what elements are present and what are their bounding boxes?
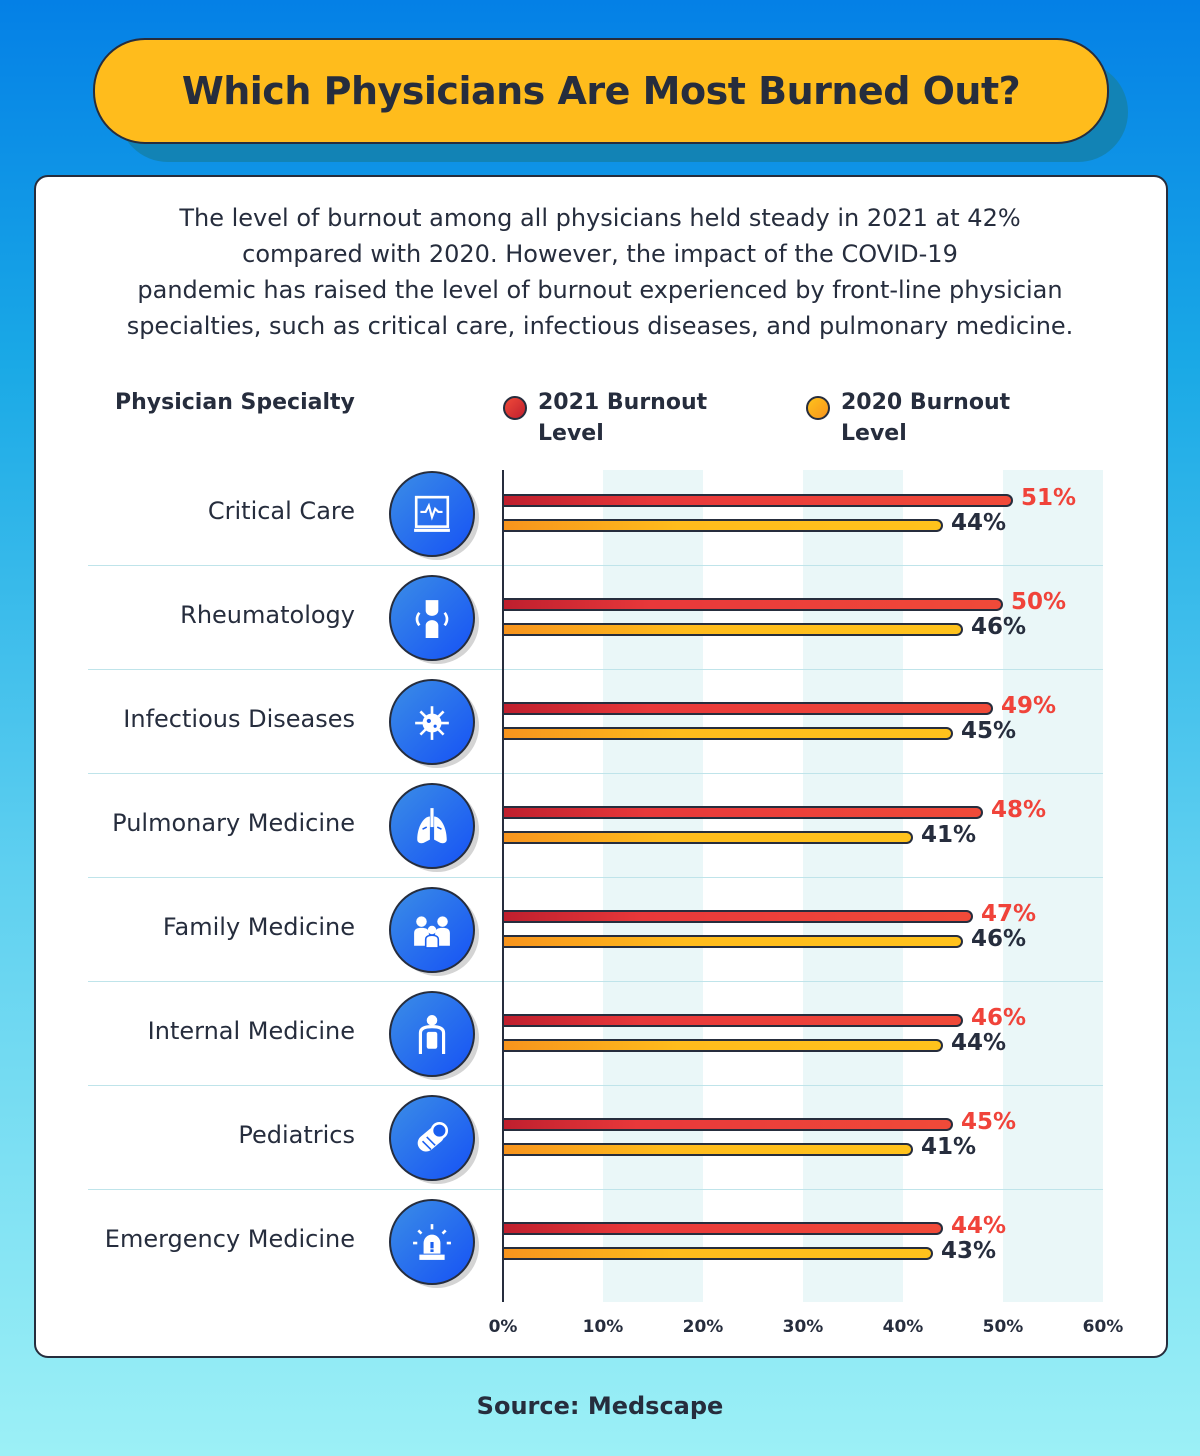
- value-label-2020: 44%: [951, 510, 1007, 536]
- baby-icon: [417, 1121, 449, 1152]
- description-line: specialties, such as critical care, infe…: [126, 312, 1074, 340]
- description-line: pandemic has raised the level of burnout…: [137, 276, 1063, 304]
- bar-2020: [503, 1039, 943, 1052]
- category-icon-badge: [389, 991, 475, 1077]
- legend-swatch-2020: [806, 396, 830, 420]
- description: The level of burnout among all physician…: [40, 200, 1160, 344]
- bar-2020: [503, 623, 963, 636]
- category-icon-badge: [389, 1199, 475, 1285]
- x-tick-label: 50%: [982, 1317, 1024, 1337]
- x-tick-label: 60%: [1082, 1317, 1124, 1337]
- legend-label-2021: 2021 Burnout Level: [538, 387, 707, 449]
- value-label-2021: 48%: [991, 797, 1047, 823]
- lungs-icon: [417, 808, 447, 844]
- category-label: Family Medicine: [162, 913, 355, 941]
- row-divider: [88, 565, 1103, 566]
- category-label: Rheumatology: [180, 601, 355, 629]
- row-divider: [88, 773, 1103, 774]
- value-label-2021: 45%: [961, 1109, 1017, 1135]
- category-icon-badge: [389, 471, 475, 557]
- grid-band: [603, 470, 703, 1302]
- row-divider: [88, 877, 1103, 878]
- category-icon-badge: [389, 575, 475, 661]
- virus-icon: [415, 706, 449, 740]
- description-line: The level of burnout among all physician…: [179, 204, 1021, 232]
- x-tick-label: 30%: [782, 1317, 824, 1337]
- bar-2021: [503, 1222, 943, 1235]
- bar-2021: [503, 702, 993, 715]
- value-label-2020: 41%: [921, 1134, 977, 1160]
- grid-band: [803, 470, 903, 1302]
- value-label-2020: 41%: [921, 822, 977, 848]
- legend-label-2020: 2020 Burnout Level: [841, 387, 1010, 449]
- internal-organs-icon: [418, 1015, 446, 1054]
- knee-joint-icon: [415, 600, 449, 638]
- bar-2021: [503, 1118, 953, 1131]
- category-label: Pulmonary Medicine: [112, 809, 355, 837]
- category-label: Infectious Diseases: [123, 705, 355, 733]
- category-header: Physician Specialty: [115, 390, 355, 415]
- value-label-2021: 51%: [1021, 485, 1077, 511]
- category-icon-badge: [389, 1095, 475, 1181]
- value-label-2020: 45%: [961, 718, 1017, 744]
- bar-2020: [503, 519, 943, 532]
- page-title: Which Physicians Are Most Burned Out?: [93, 38, 1109, 144]
- bar-2020: [503, 831, 913, 844]
- bar-2021: [503, 494, 1013, 507]
- category-icon-badge: [389, 783, 475, 869]
- y-axis-line: [502, 470, 504, 1302]
- category-label: Critical Care: [207, 497, 355, 525]
- value-label-2020: 46%: [971, 926, 1027, 952]
- bar-2021: [503, 598, 1003, 611]
- category-icon-badge: [389, 679, 475, 765]
- value-label-2021: 47%: [981, 901, 1037, 927]
- x-tick-label: 40%: [882, 1317, 924, 1337]
- row-divider: [88, 669, 1103, 670]
- value-label-2020: 43%: [941, 1238, 997, 1264]
- bar-2020: [503, 1143, 913, 1156]
- x-tick-label: 0%: [488, 1317, 518, 1337]
- legend-text: 2020 Burnout: [841, 390, 1011, 415]
- legend-swatch-2021: [503, 396, 527, 420]
- value-label-2021: 46%: [971, 1005, 1027, 1031]
- heart-monitor-icon: [414, 495, 450, 532]
- legend-text: Level: [538, 421, 604, 446]
- category-label: Emergency Medicine: [104, 1225, 355, 1253]
- bar-2020: [503, 727, 953, 740]
- row-divider: [88, 1189, 1103, 1190]
- bar-2021: [503, 1014, 963, 1027]
- category-label: Internal Medicine: [147, 1017, 355, 1045]
- x-tick-label: 10%: [582, 1317, 624, 1337]
- x-tick-label: 20%: [682, 1317, 724, 1337]
- bar-2021: [503, 806, 983, 819]
- legend-text: 2021 Burnout: [538, 390, 708, 415]
- source: Source: Medscape: [476, 1392, 724, 1420]
- grid-band: [1003, 470, 1103, 1302]
- bar-2021: [503, 910, 973, 923]
- value-label-2021: 50%: [1011, 589, 1067, 615]
- emergency-siren-icon: [413, 1224, 451, 1260]
- value-label-2020: 44%: [951, 1030, 1007, 1056]
- family-icon: [414, 916, 450, 949]
- description-line: compared with 2020. However, the impact …: [242, 240, 958, 268]
- value-label-2021: 44%: [951, 1213, 1007, 1239]
- value-label-2021: 49%: [1001, 693, 1057, 719]
- value-label-2020: 46%: [971, 614, 1027, 640]
- row-divider: [88, 981, 1103, 982]
- chart-card: [34, 175, 1168, 1358]
- row-divider: [88, 1085, 1103, 1086]
- category-label: Pediatrics: [238, 1121, 355, 1149]
- legend-text: Level: [841, 421, 907, 446]
- bar-2020: [503, 935, 963, 948]
- bar-2020: [503, 1247, 933, 1260]
- category-icon-badge: [389, 887, 475, 973]
